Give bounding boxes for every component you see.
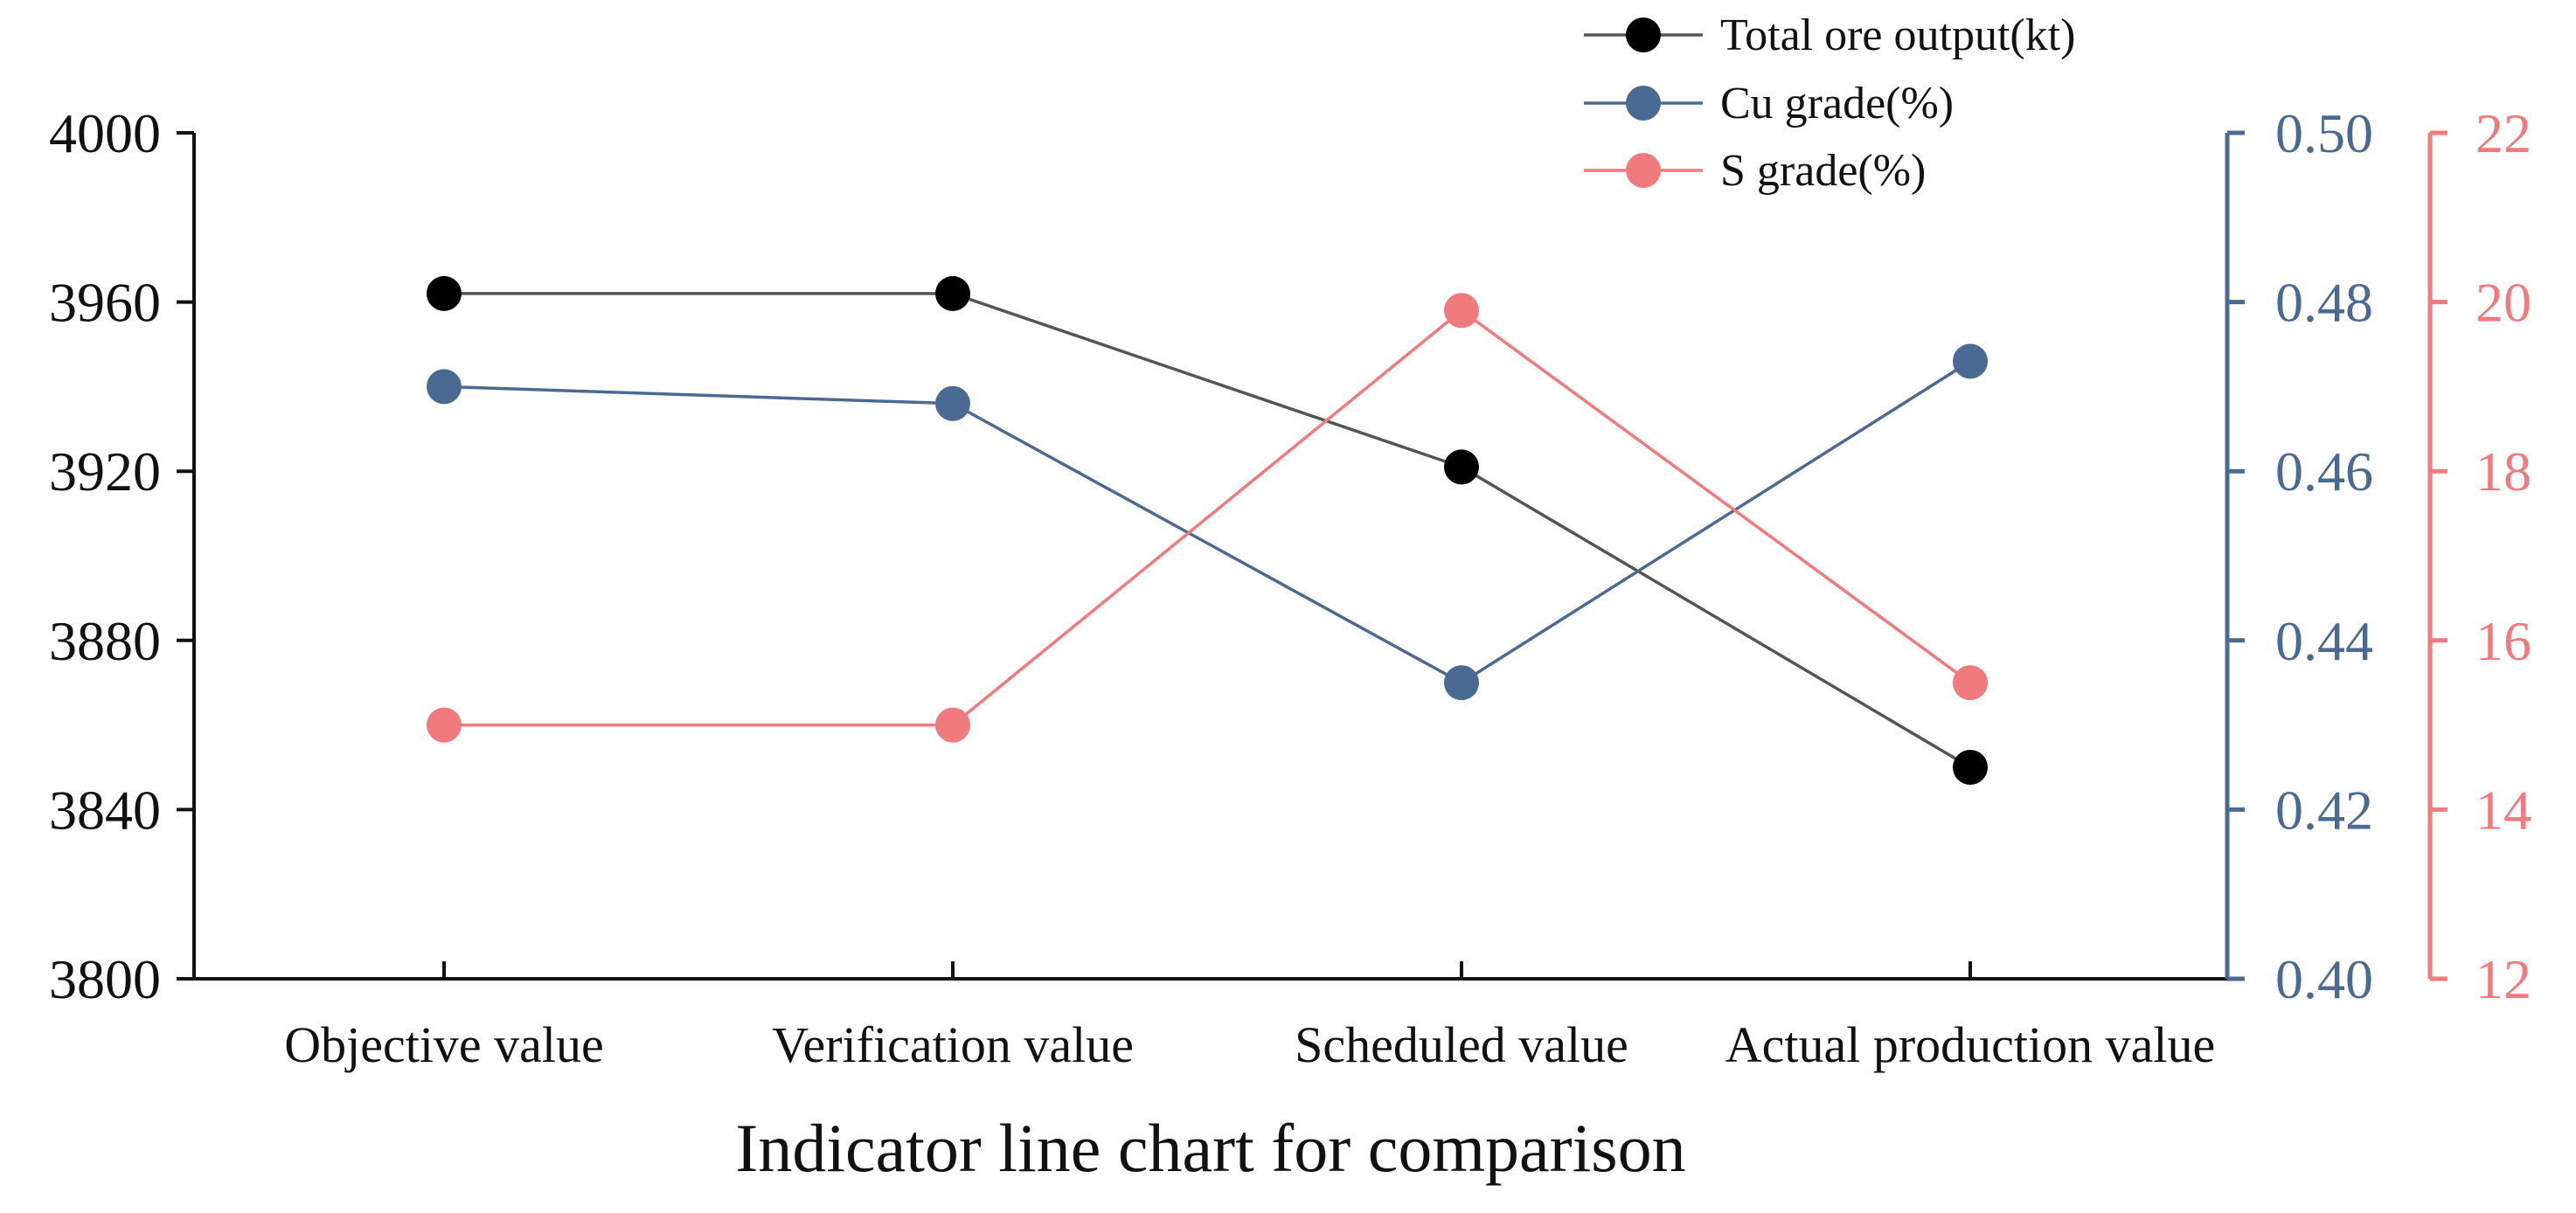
series-2-point-2 — [1444, 293, 1479, 329]
chart-title: Indicator line chart for comparison — [735, 1110, 1685, 1186]
right-axis-s-tick-label: 12 — [2475, 948, 2531, 1010]
series-1-point-3 — [1953, 343, 1988, 379]
series-1-line — [443, 359, 1971, 685]
left-axis-tick-label: 3960 — [49, 272, 161, 334]
series-2-line — [444, 308, 1972, 727]
left-axis-tick-label: 3840 — [49, 779, 161, 841]
legend-marker-1 — [1626, 86, 1661, 121]
x-category-label: Scheduled value — [1295, 1016, 1628, 1073]
left-axis-tick-label: 3920 — [49, 440, 161, 503]
x-category-label: Actual production value — [1725, 1016, 2216, 1073]
series-lines-group — [443, 292, 1972, 769]
labels-group: 3800 3840 3880 3920 3960 4000 Objective value V… — [49, 102, 2531, 1186]
series-0-line — [444, 292, 1971, 769]
legend-marker-2 — [1626, 153, 1661, 188]
series-0-point-2 — [1444, 449, 1479, 485]
right-axis-cu-tick-label: 0.48 — [2275, 272, 2373, 334]
series-0-point-3 — [1953, 750, 1988, 785]
series-0-point-0 — [427, 275, 462, 311]
right-axis-cu-tick-label: 0.40 — [2275, 948, 2373, 1010]
series-2-point-3 — [1953, 665, 1988, 701]
right-axis-s-tick-label: 14 — [2475, 779, 2531, 841]
right-axis-cu-tick-label: 0.46 — [2275, 440, 2373, 503]
right-axis-s-tick-label: 22 — [2475, 102, 2531, 164]
right-axis-cu-tick-label: 0.50 — [2275, 102, 2373, 164]
legend-label-0: Total ore output(kt) — [1720, 10, 2075, 60]
legend-label-2: S grade(%) — [1720, 146, 1926, 196]
series-markers-group — [427, 275, 1988, 785]
right-axis-cu-tick-label: 0.42 — [2275, 779, 2373, 841]
left-axis-tick-label: 3800 — [49, 948, 161, 1010]
legend-marker-0 — [1626, 17, 1661, 52]
series-0-point-1 — [935, 275, 970, 311]
right-axis-s-tick-label: 16 — [2475, 610, 2531, 672]
right-axis-s-tick-label: 20 — [2475, 272, 2531, 334]
left-axis-tick-label: 3880 — [49, 610, 161, 672]
series-1-point-2 — [1444, 665, 1479, 701]
x-category-label: Objective value — [284, 1016, 604, 1073]
right-axis-s-tick-label: 18 — [2475, 440, 2531, 503]
series-1-point-1 — [935, 385, 970, 421]
right-axis-cu-tick-label: 0.44 — [2275, 610, 2373, 672]
left-axis-tick-label: 4000 — [49, 102, 161, 164]
series-2-point-0 — [427, 707, 462, 743]
legend-label-1: Cu grade(%) — [1720, 79, 1954, 128]
axes-group — [177, 130, 2448, 981]
legend: Total ore output(kt) Cu grade(%) S grade(%… — [1584, 10, 2075, 196]
x-category-label: Verification value — [772, 1016, 1134, 1073]
series-2-point-1 — [935, 707, 970, 743]
series-1-point-0 — [427, 369, 462, 405]
